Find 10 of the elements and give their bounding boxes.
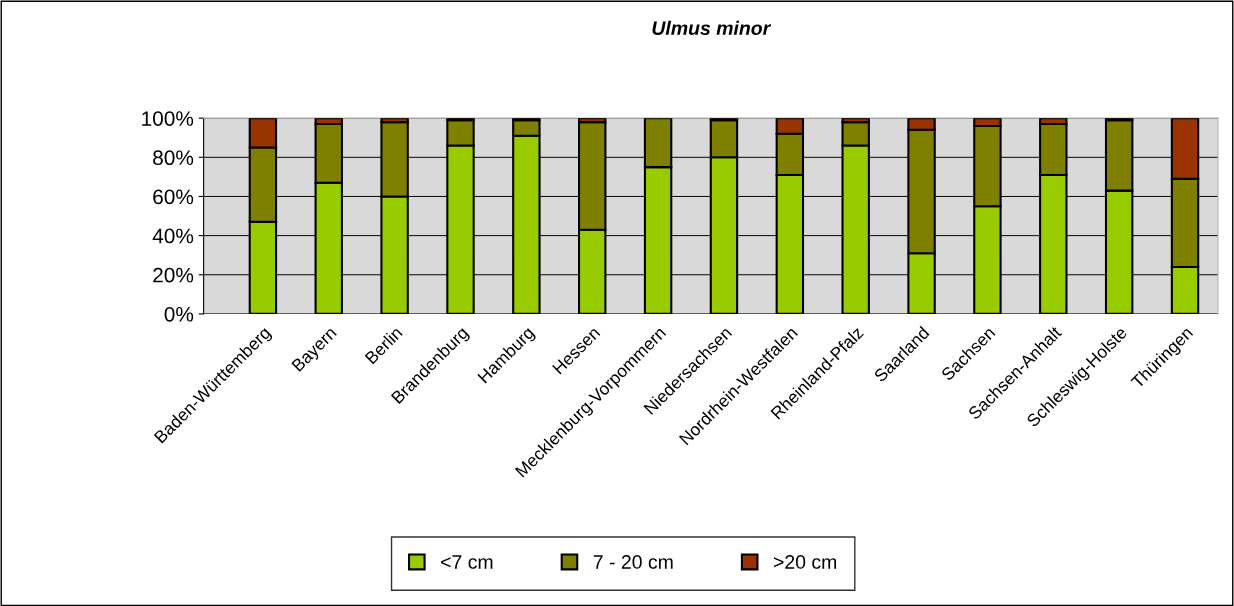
y-tick-label: 100% — [142, 111, 194, 126]
chart-title: Ulmus minor — [652, 20, 772, 36]
y-tick-label: 40% — [152, 228, 194, 244]
legend-label: 7 - 20 cm — [593, 555, 673, 569]
y-tick-label: 60% — [153, 189, 194, 205]
y-tick-label: 0% — [164, 306, 194, 322]
y-tick-label: 80% — [153, 150, 194, 166]
legend-label: >20 cm — [773, 555, 837, 569]
y-tick-label: 20% — [153, 267, 194, 283]
legend-label: <7 cm — [441, 555, 493, 569]
